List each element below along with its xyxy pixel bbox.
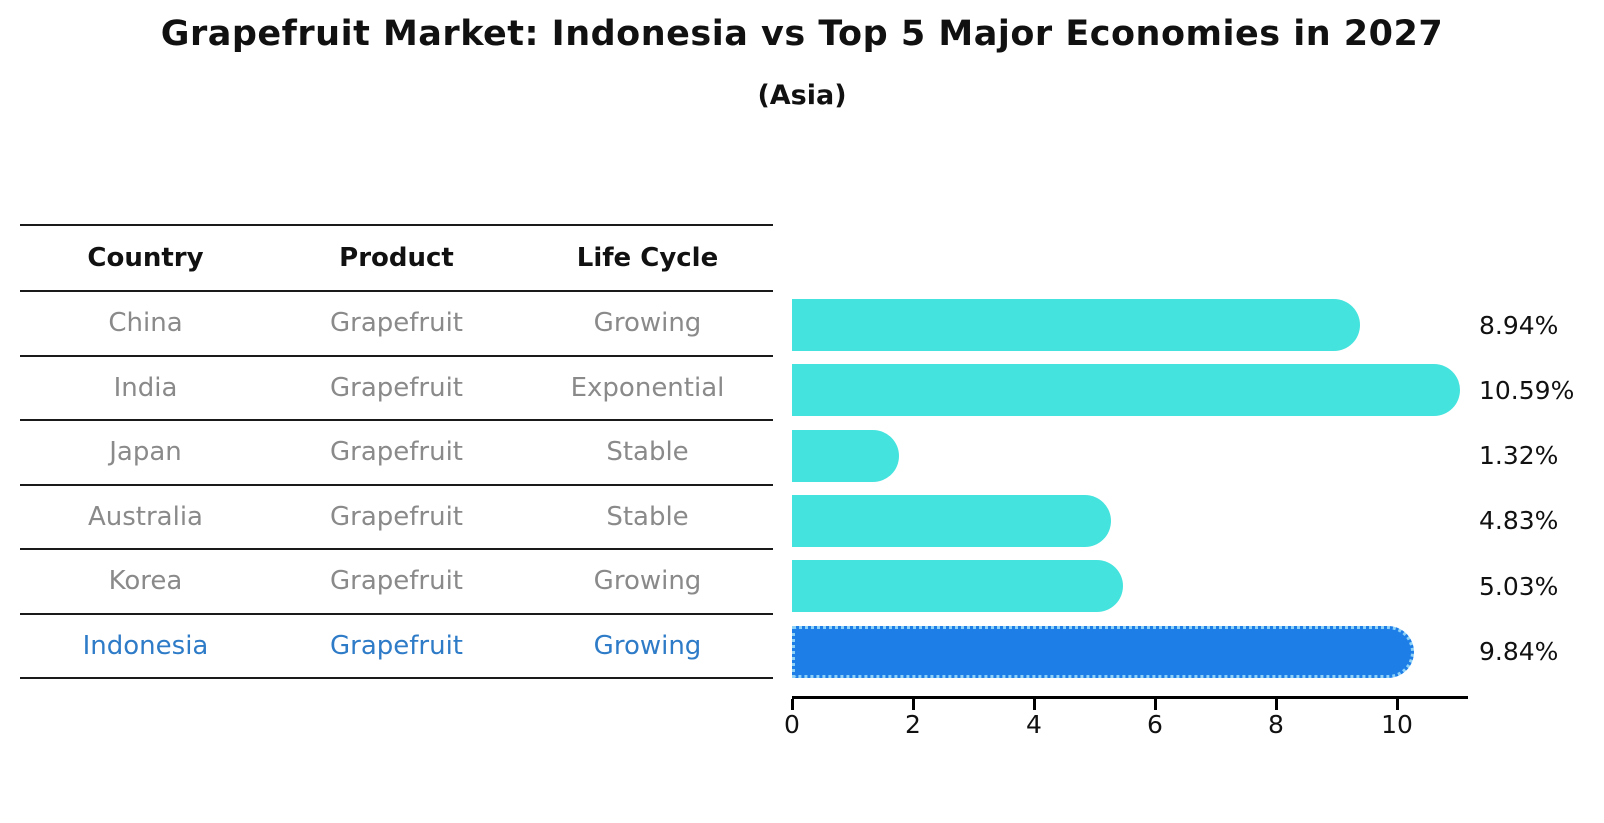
cell-country: Indonesia [82, 630, 209, 661]
country-table: Country Product Life Cycle China Grapefru… [20, 224, 773, 679]
x-axis-tick-label: 2 [905, 710, 921, 739]
x-axis-tick-label: 10 [1381, 710, 1413, 739]
x-axis-tick [1396, 699, 1399, 710]
bar-china [792, 299, 1360, 351]
table-row: China Grapefruit Growing [20, 292, 773, 357]
chart-title: Grapefruit Market: Indonesia vs Top 5 Ma… [160, 14, 1444, 54]
x-axis-tick [1033, 699, 1036, 710]
cell-product: Grapefruit [329, 501, 463, 532]
cell-country: Australia [87, 501, 203, 532]
x-axis-line [792, 696, 1468, 699]
cell-life-cycle: Growing [593, 308, 702, 339]
x-axis-tick [791, 699, 794, 710]
cell-life-cycle: Growing [593, 630, 702, 661]
bar-india [792, 364, 1460, 417]
x-axis-tick [912, 699, 915, 710]
table-row: Korea Grapefruit Growing [20, 550, 773, 615]
table-body: China Grapefruit Growing India Grapefruit Exp… [20, 292, 773, 679]
cell-product: Grapefruit [329, 437, 463, 468]
cell-country: Korea [108, 566, 183, 597]
table-row: India Grapefruit Exponential [20, 357, 773, 421]
x-axis-tick-label: 4 [1026, 710, 1042, 739]
bar-korea [792, 560, 1124, 613]
cell-life-cycle: Stable [606, 437, 689, 468]
bar-australia [792, 494, 1112, 547]
chart-subtitle: (Asia) [757, 80, 847, 111]
cell-life-cycle: Exponential [570, 372, 725, 403]
cell-product: Grapefruit [329, 630, 463, 661]
table-row: Australia Grapefruit Stable [20, 486, 773, 550]
x-axis-tick-label: 0 [784, 710, 800, 739]
table-row: Indonesia Grapefruit Growing [20, 615, 773, 679]
cell-product: Grapefruit [329, 566, 463, 597]
cell-life-cycle: Growing [593, 566, 702, 597]
x-axis-tick [1275, 699, 1278, 710]
bar-indonesia [792, 625, 1415, 678]
cell-life-cycle: Stable [606, 501, 689, 532]
table-header-row: Country Product Life Cycle [20, 226, 773, 292]
table-row: Japan Grapefruit Stable [20, 421, 773, 486]
table-header-life-cycle: Life Cycle [576, 243, 719, 273]
x-axis-tick-label: 8 [1268, 710, 1284, 739]
table-header-country: Country [87, 243, 204, 273]
x-axis-tick [1154, 699, 1157, 710]
cell-product: Grapefruit [329, 372, 463, 403]
x-axis-tick-label: 6 [1147, 710, 1163, 739]
cell-country: China [108, 308, 183, 339]
table-header-product: Product [339, 243, 454, 273]
cell-country: Japan [109, 437, 182, 468]
cell-product: Grapefruit [329, 308, 463, 339]
cell-country: India [113, 372, 178, 403]
bar-japan [792, 429, 899, 482]
